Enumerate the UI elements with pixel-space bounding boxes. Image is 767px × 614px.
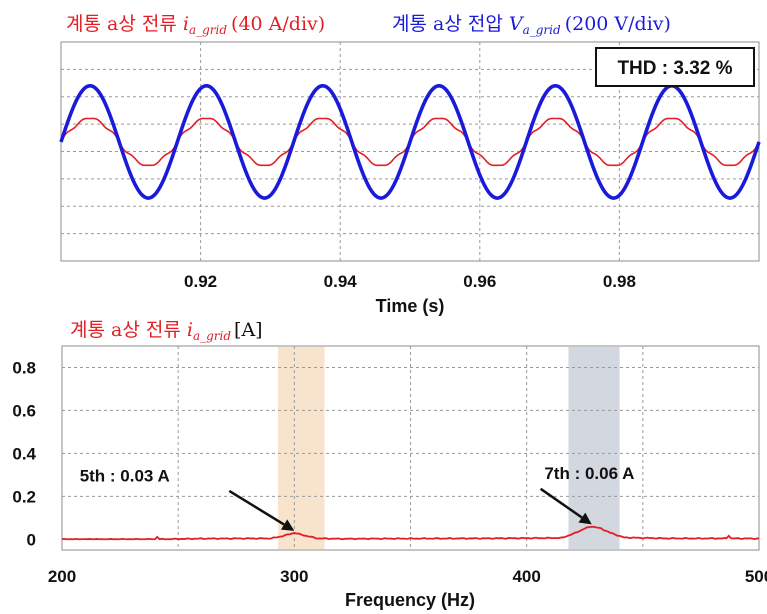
legend-voltage-scale: (200 V/div) xyxy=(565,13,671,35)
legend-voltage-label: 계통 a상 전압 xyxy=(392,13,509,35)
time-x-axis-label: Time (s) xyxy=(376,296,445,316)
legend-voltage-subscript: a_grid xyxy=(523,23,561,37)
fft-plot-grid xyxy=(62,346,759,550)
legend-current-subscript: a_grid xyxy=(189,23,227,37)
legend-current-scale: (40 A/div) xyxy=(231,13,325,35)
fft-title-symbol: i xyxy=(187,319,193,341)
time-plot-grid xyxy=(61,42,759,261)
time-x-tick-label: 0.94 xyxy=(324,272,358,291)
fft-x-tick-label: 200 xyxy=(48,567,76,586)
fft-x-tick-label: 300 xyxy=(280,567,308,586)
time-x-tick-label: 0.96 xyxy=(463,272,496,291)
harmonic-highlight-bands xyxy=(278,347,620,549)
harmonic-annotation-arrow xyxy=(539,487,583,519)
legend-current-label: 계통 a상 전류 xyxy=(66,13,183,35)
fft-y-tick-label: 0.6 xyxy=(12,401,36,420)
fft-y-tick-label: 0.8 xyxy=(12,358,36,377)
fft-annotations: 5th : 0.03 A 7th : 0.06 A xyxy=(80,464,634,531)
fft-spectrum-line xyxy=(61,525,760,541)
harmonic-annotation-arrow xyxy=(228,489,285,526)
voltage-waveform-line xyxy=(59,84,761,200)
legend-voltage: 계통 a상 전압 Va_grid (200 V/div) xyxy=(392,13,671,37)
thd-label: THD : 3.32 % xyxy=(617,58,732,79)
fft-plot-series xyxy=(61,525,760,541)
legend-current: 계통 a상 전류 ia_grid (40 A/div) xyxy=(66,13,325,37)
fft-title-subscript: a_grid xyxy=(193,329,231,343)
time-x-tick-label: 0.98 xyxy=(603,272,636,291)
legend-voltage-symbol: V xyxy=(509,13,525,35)
legend-current-symbol: i xyxy=(183,13,189,35)
time-plot-series xyxy=(59,84,761,200)
fft-y-tick-label: 0.4 xyxy=(12,444,36,463)
fft-title-unit: [A] xyxy=(234,319,263,341)
fft-y-ticks: 0 0.2 0.4 0.6 0.8 xyxy=(12,358,36,549)
fft-title: 계통 a상 전류 ia_grid [A] xyxy=(70,319,263,343)
fft-x-ticks: 200 300 400 500 xyxy=(48,567,767,586)
fft-y-tick-label: 0 xyxy=(27,530,36,549)
time-x-tick-label: 0.92 xyxy=(184,272,217,291)
fft-x-tick-label: 400 xyxy=(512,567,540,586)
harmonic-annotation-label: 7th : 0.06 A xyxy=(544,464,634,483)
harmonic-band xyxy=(568,347,620,549)
fft-y-tick-label: 0.2 xyxy=(12,487,36,506)
harmonic-band xyxy=(278,347,325,549)
fft-x-tick-label: 500 xyxy=(745,567,767,586)
thd-box xyxy=(595,47,755,87)
harmonic-annotation-label: 5th : 0.03 A xyxy=(80,466,170,485)
time-x-ticks: 0.92 0.94 0.96 0.98 xyxy=(184,272,636,291)
time-plot: 0.92 0.94 0.96 0.98 THD : 3.32 % Time (s) xyxy=(59,41,761,316)
harmonic-annotation-arrowhead xyxy=(578,512,592,525)
harmonic-annotation-arrowhead xyxy=(280,519,295,531)
fft-x-axis-label: Frequency (Hz) xyxy=(345,590,475,610)
fft-title-label: 계통 a상 전류 xyxy=(70,319,187,341)
